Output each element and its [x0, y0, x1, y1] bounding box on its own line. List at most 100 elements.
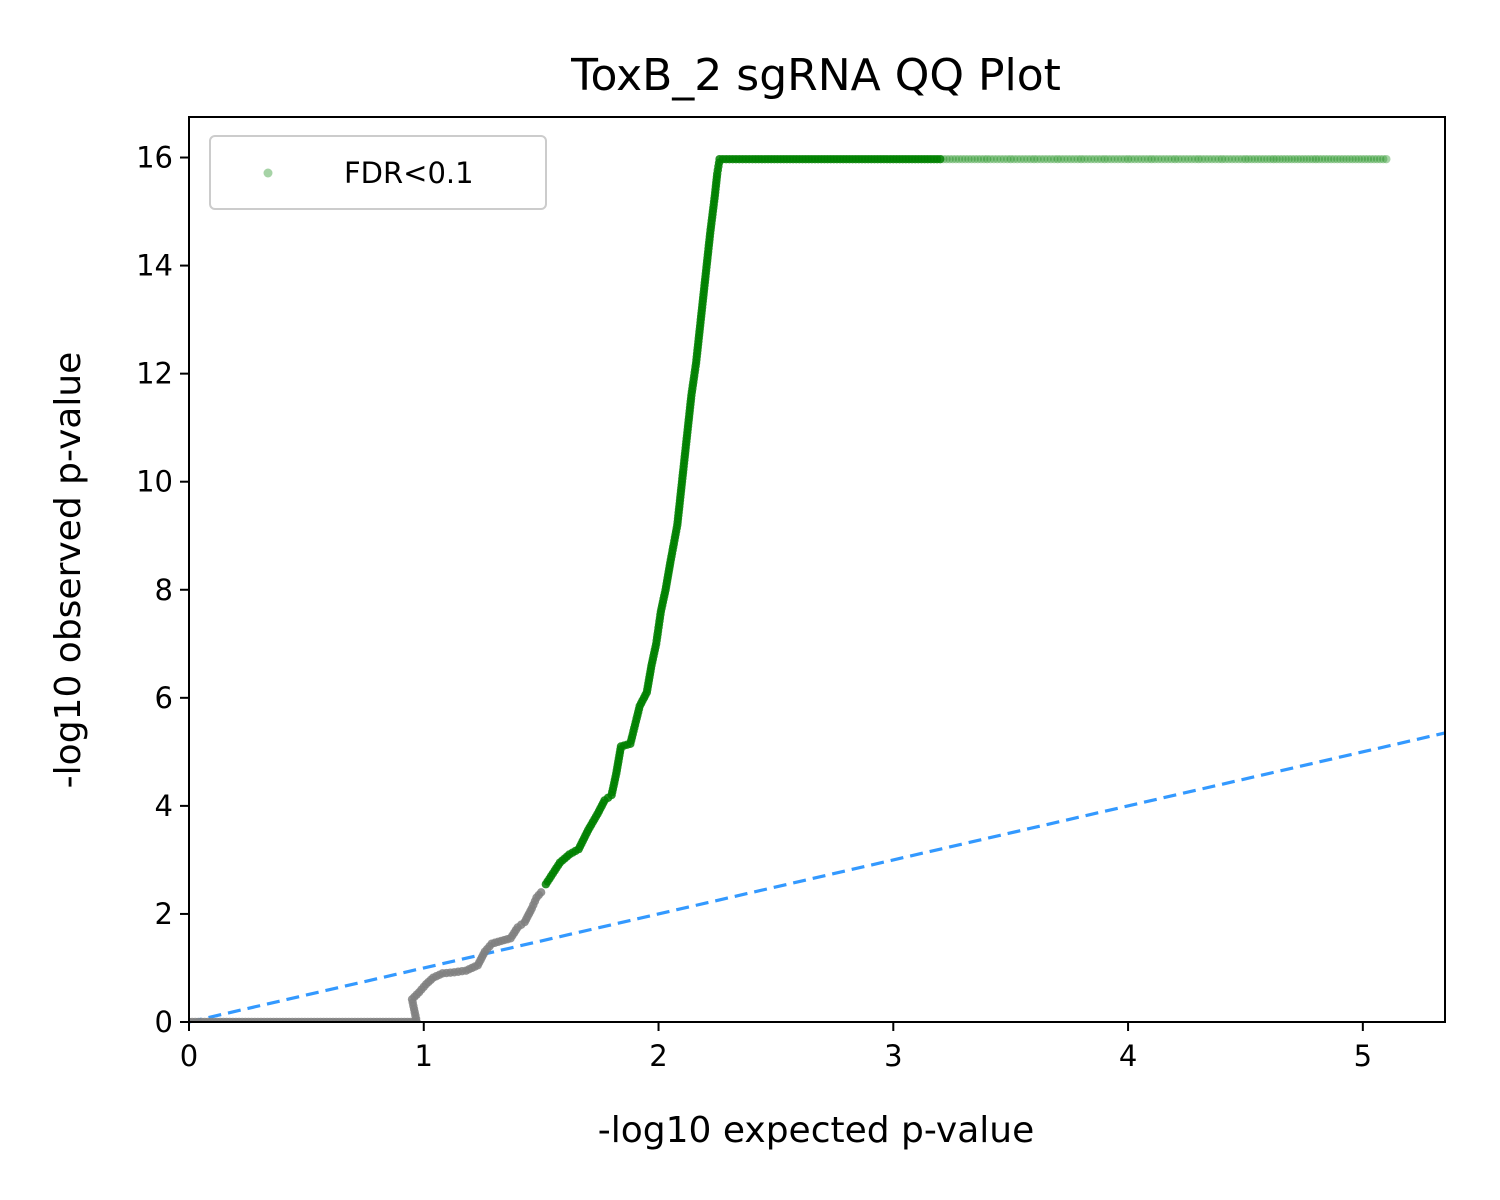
data-point-significant — [1317, 154, 1327, 164]
data-point-significant — [945, 154, 954, 164]
y-axis-label: -log10 observed p-value — [48, 352, 89, 789]
data-point-significant — [986, 154, 995, 164]
data-point-significant — [1284, 154, 1293, 164]
data-point-significant — [1076, 154, 1086, 164]
data-point-significant — [1187, 154, 1196, 164]
legend-label: FDR<0.1 — [344, 156, 474, 190]
data-point-significant — [1360, 154, 1370, 164]
axes-frame — [188, 116, 1446, 1023]
data-point-significant — [1103, 154, 1113, 164]
y-tick-label: 0 — [155, 1005, 173, 1039]
x-axis-label: -log10 expected p-value — [598, 1110, 1035, 1151]
data-point-significant — [1272, 154, 1281, 164]
data-point-significant — [1372, 154, 1382, 164]
data-point-significant — [1110, 154, 1119, 164]
data-point-significant — [1003, 154, 1012, 164]
data-point-significant — [1348, 154, 1357, 164]
x-tick-label: 0 — [180, 1039, 198, 1073]
data-point-significant — [954, 154, 964, 164]
data-point-significant — [1278, 154, 1287, 164]
data-point-significant — [1354, 154, 1363, 164]
y-tick-label: 6 — [155, 681, 173, 715]
data-point-significant — [1073, 154, 1082, 164]
y-tick-label: 4 — [155, 789, 173, 823]
data-point-significant — [1123, 154, 1133, 164]
points-group — [189, 154, 1391, 1022]
data-point-significant — [1326, 154, 1336, 164]
y-tick-label: 12 — [136, 357, 173, 391]
data-point-significant — [1029, 154, 1039, 164]
data-point-significant — [1086, 154, 1096, 164]
data-point-significant — [1164, 154, 1173, 164]
data-point-significant — [1050, 154, 1059, 164]
data-point-significant — [1290, 154, 1299, 164]
data-point-significant — [1299, 154, 1309, 164]
data-point-significant — [1113, 154, 1123, 164]
data-point-significant — [1180, 154, 1190, 164]
data-point-significant — [1043, 154, 1052, 164]
x-tick-label: 3 — [884, 1039, 902, 1073]
data-point-significant — [993, 154, 1002, 164]
data-point-significant — [1133, 154, 1143, 164]
x-tick-label: 2 — [649, 1039, 667, 1073]
data-point-significant — [1009, 154, 1019, 164]
data-point-significant — [1281, 154, 1290, 164]
data-point-significant — [970, 154, 979, 164]
data-point-significant — [1130, 154, 1139, 164]
data-point-significant — [983, 154, 992, 164]
data-point-significant — [1190, 154, 1200, 164]
data-point-significant — [1177, 154, 1186, 164]
data-point-significant — [1224, 154, 1233, 164]
data-point-significant — [1382, 154, 1391, 164]
data-point-significant — [1160, 154, 1170, 164]
data-point-significant — [1375, 154, 1385, 164]
data-point-significant — [1040, 154, 1049, 164]
data-point-significant — [1227, 154, 1237, 164]
data-point-significant — [948, 154, 957, 164]
data-point-significant — [1221, 154, 1230, 164]
data-point-significant — [1379, 154, 1388, 164]
x-tick-label: 5 — [1354, 1039, 1372, 1073]
data-point-significant — [1023, 154, 1032, 164]
data-point-significant — [1345, 154, 1354, 164]
data-point-significant — [1314, 154, 1324, 164]
data-point-significant — [1237, 154, 1247, 164]
data-point-significant — [1167, 154, 1176, 164]
data-point-significant — [1231, 154, 1240, 164]
data-point-significant — [942, 154, 951, 164]
data-point-significant — [1275, 154, 1284, 164]
data-point-significant — [1090, 154, 1099, 164]
data-point-significant — [1269, 154, 1278, 164]
data-point-significant — [1170, 154, 1180, 164]
data-point-significant — [1097, 154, 1106, 164]
data-point-significant — [1363, 154, 1373, 164]
data-point-significant — [1174, 154, 1183, 164]
data-point-significant — [1263, 154, 1272, 164]
data-point-significant — [1093, 154, 1103, 164]
data-point-significant — [1357, 154, 1367, 164]
y-tick-label: 16 — [136, 141, 173, 175]
data-point-significant — [973, 154, 983, 164]
data-point-nonsignificant — [536, 888, 546, 897]
data-point-significant — [1323, 154, 1333, 164]
data-point-significant — [936, 154, 945, 164]
data-point-significant — [1033, 154, 1042, 164]
data-point-significant — [1217, 154, 1227, 164]
data-point-significant — [1333, 154, 1342, 164]
data-point-significant — [1201, 154, 1210, 164]
data-point-significant — [1330, 154, 1339, 164]
data-point-significant — [1070, 154, 1079, 164]
data-point-significant — [1260, 154, 1269, 164]
data-point-significant — [1140, 154, 1150, 164]
data-point-significant — [1247, 154, 1256, 164]
data-point-significant — [1063, 154, 1072, 164]
data-point-significant — [1150, 154, 1160, 164]
data-point-significant — [1214, 154, 1223, 164]
data-point-significant — [967, 154, 976, 164]
data-point-significant — [1366, 154, 1376, 164]
data-point-significant — [1157, 154, 1166, 164]
data-point-significant — [1137, 154, 1146, 164]
data-point-significant — [1339, 154, 1348, 164]
data-point-significant — [1211, 154, 1220, 164]
data-point-significant — [1266, 154, 1275, 164]
